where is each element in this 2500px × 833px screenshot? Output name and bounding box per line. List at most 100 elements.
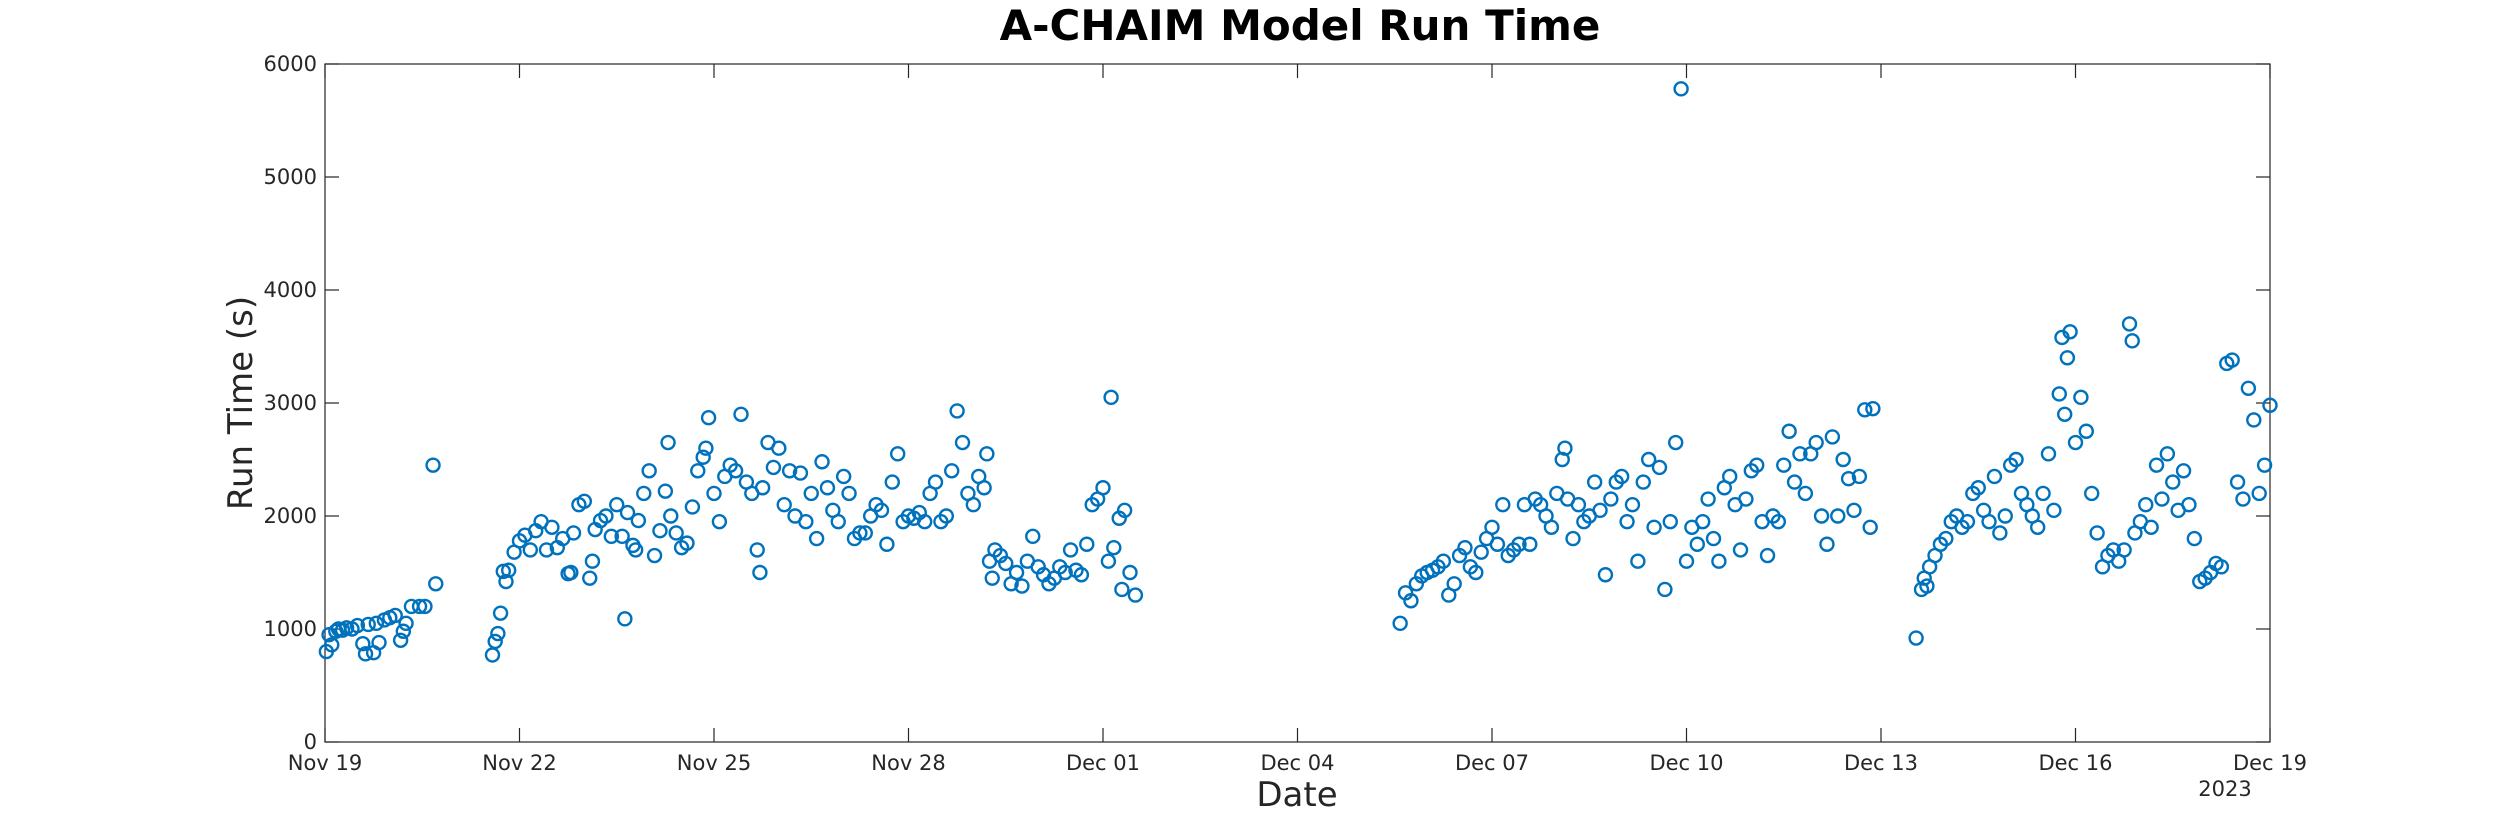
data-point [395, 623, 412, 639]
data-point [781, 463, 798, 479]
data-point [1997, 508, 2013, 524]
data-point [2073, 389, 2089, 406]
data-point [2262, 397, 2278, 413]
data-point [1673, 81, 1689, 97]
data-point [1678, 553, 1695, 569]
data-point [852, 525, 868, 541]
data-point [1079, 536, 1095, 552]
data-point [1667, 434, 1684, 451]
data-point [1570, 497, 1587, 513]
data-point [998, 555, 1014, 572]
data-point [765, 459, 782, 476]
data-point [619, 504, 636, 521]
data-point [1749, 457, 1765, 473]
data-point [1635, 474, 1651, 490]
data-point [387, 607, 403, 624]
data-point [1103, 389, 1119, 406]
data-point [1813, 508, 1830, 524]
data-point [2213, 559, 2230, 575]
data-point [2046, 502, 2062, 519]
data-point [1511, 536, 1527, 552]
data-point [324, 637, 340, 653]
data-point [2229, 474, 2246, 490]
data-point [1100, 553, 1117, 569]
data-point [698, 440, 714, 456]
data-point [1919, 578, 1935, 594]
data-point [1759, 547, 1776, 564]
x-tick-label: Dec 07 [1455, 751, 1529, 775]
data-point [1865, 400, 1881, 417]
data-point [1392, 615, 1408, 632]
x-tick-label: Dec 01 [1066, 751, 1140, 775]
data-point [700, 409, 717, 426]
data-point [835, 468, 852, 485]
x-tick-label: Nov 19 [288, 751, 362, 775]
data-point [1630, 553, 1646, 569]
data-point [1646, 519, 1662, 535]
data-point [668, 525, 684, 541]
data-point [1705, 530, 1722, 547]
data-point [938, 508, 955, 524]
data-point [1689, 536, 1706, 552]
data-point [2143, 519, 2159, 535]
data-point [2165, 474, 2181, 490]
data-point [652, 522, 668, 539]
data-point [1025, 528, 1041, 545]
data-point [538, 542, 555, 558]
data-point [1700, 491, 1716, 507]
data-point [706, 485, 722, 502]
data-point [879, 536, 895, 552]
data-point [617, 611, 633, 627]
data-point [695, 449, 711, 465]
data-point [1484, 519, 1500, 535]
data-point [630, 512, 647, 529]
data-point [1986, 468, 2003, 485]
y-tick-label: 3000 [264, 391, 317, 415]
data-point [2240, 380, 2257, 397]
data-point [727, 463, 744, 479]
x-axis: Nov 19 Nov 22 Nov 25 Nov 28 Dec 01 Dec 04 Dec … [288, 64, 2307, 775]
data-point [1457, 539, 1473, 556]
data-point [1657, 581, 1673, 598]
data-point [752, 564, 768, 581]
data-point [1435, 553, 1452, 569]
data-point [1073, 567, 1090, 583]
data-point [927, 474, 944, 490]
data-point [1624, 497, 1641, 513]
data-point [2256, 457, 2273, 473]
data-point [641, 463, 657, 479]
data-point [1095, 480, 1111, 496]
data-point [598, 508, 614, 524]
data-point [1776, 457, 1792, 473]
data-point [1846, 502, 1862, 519]
y-tick-label: 6000 [264, 52, 317, 76]
data-point [1106, 539, 1122, 556]
data-point [1738, 491, 1754, 507]
y-tick-label: 0 [304, 730, 317, 754]
data-point [1057, 564, 1073, 581]
data-point [614, 528, 630, 545]
data-point [636, 485, 652, 502]
data-point [1565, 530, 1581, 547]
data-point [1495, 497, 1511, 513]
data-point [2116, 542, 2132, 558]
x-tick-label: Dec 04 [1260, 751, 1334, 775]
data-point [976, 480, 992, 496]
data-point [1781, 423, 1797, 439]
data-point [1008, 564, 1025, 581]
data-point [1938, 530, 1954, 547]
x-tick-label: Dec 10 [1649, 751, 1723, 775]
data-point [576, 493, 593, 510]
data-point [1116, 502, 1133, 519]
data-point [428, 576, 444, 592]
data-point [771, 440, 787, 456]
data-point [2008, 451, 2024, 468]
data-point [803, 485, 819, 502]
data-point [1586, 474, 1603, 490]
data-point [1840, 471, 1857, 487]
data-point [917, 513, 933, 530]
data-point [1122, 564, 1138, 581]
y-tick-label: 5000 [264, 165, 317, 189]
data-point [398, 615, 414, 632]
